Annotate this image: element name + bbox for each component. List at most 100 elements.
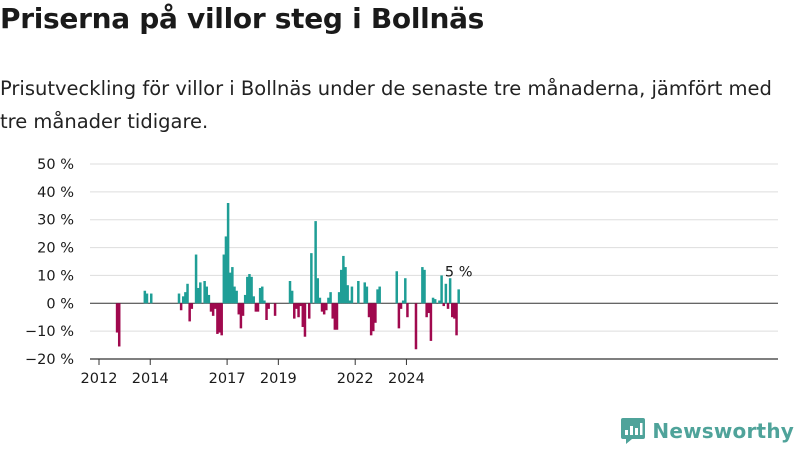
bar — [228, 272, 232, 304]
bar — [186, 283, 189, 304]
bar — [303, 303, 307, 337]
bar — [425, 303, 428, 318]
bar — [395, 271, 399, 304]
bar — [220, 303, 223, 336]
bar — [369, 303, 373, 336]
bar — [265, 303, 268, 320]
x-tick-label: 2022 — [337, 371, 374, 385]
bar — [318, 297, 322, 304]
bar — [350, 286, 354, 304]
bar — [365, 286, 369, 304]
bar — [414, 303, 418, 350]
bar — [267, 303, 270, 309]
bar — [258, 287, 262, 304]
bar — [248, 274, 251, 304]
bar — [216, 303, 219, 334]
bar — [194, 254, 198, 304]
bar — [177, 293, 181, 304]
y-tick-label: 30 % — [37, 213, 74, 229]
newsworthy-logo: Newsworthy — [620, 417, 794, 445]
bar — [235, 290, 238, 304]
bar — [316, 278, 320, 304]
bar — [378, 286, 381, 304]
bar — [372, 303, 375, 332]
bar — [190, 303, 194, 309]
bar — [224, 236, 228, 304]
y-tick-label: 40 % — [37, 185, 74, 201]
bar — [429, 303, 433, 341]
bar — [256, 303, 260, 312]
bar — [451, 303, 454, 318]
bar — [199, 282, 202, 304]
bar — [401, 300, 405, 304]
bar — [231, 267, 234, 304]
y-tick-label: 0 % — [46, 296, 74, 312]
bar — [320, 303, 324, 312]
annotations: 5 % — [445, 264, 473, 280]
bar — [344, 267, 347, 304]
bar — [329, 292, 332, 304]
bar — [376, 289, 379, 304]
x-tick-label: 2017 — [209, 371, 246, 385]
bar — [342, 255, 345, 304]
bar — [145, 293, 149, 304]
y-tick-label: −10 % — [25, 324, 74, 340]
bar — [322, 303, 326, 315]
bar — [421, 267, 424, 304]
bar — [457, 289, 460, 304]
bar — [453, 303, 456, 319]
bar-chart: 50 %40 %30 %20 %10 %0 %−10 %−20 % 2012 20… — [25, 157, 778, 385]
bar — [327, 297, 330, 304]
x-tick-label: 2024 — [388, 371, 425, 385]
y-tick-label: 50 % — [37, 157, 74, 173]
bar — [348, 300, 352, 304]
bar — [314, 221, 317, 304]
bar — [261, 286, 264, 304]
bar — [218, 303, 221, 333]
bar — [333, 303, 337, 330]
bar — [241, 303, 245, 316]
bar — [455, 303, 458, 336]
bar — [182, 296, 185, 304]
bar — [299, 303, 302, 307]
bar — [273, 303, 277, 316]
bar — [288, 281, 292, 304]
bar — [301, 303, 305, 327]
bar — [263, 300, 266, 304]
bar — [207, 294, 211, 304]
x-axis: 2012 2014 2017 2019 2022 2024 — [81, 358, 778, 385]
bar — [444, 283, 448, 304]
bar — [337, 292, 341, 304]
bar — [246, 276, 249, 304]
bar — [214, 303, 217, 309]
bar — [310, 253, 313, 304]
bar — [438, 300, 441, 304]
chart-title: Priserna på villor steg i Bollnäs — [0, 2, 485, 35]
bar — [222, 254, 226, 304]
bar — [406, 303, 409, 318]
bar — [297, 303, 300, 318]
bar — [254, 303, 258, 312]
bar — [399, 303, 403, 309]
y-tick-label: −20 % — [25, 352, 74, 368]
bar — [448, 278, 452, 304]
bar — [374, 303, 377, 323]
bar — [331, 303, 334, 319]
bar — [446, 303, 450, 309]
bar — [340, 269, 343, 304]
bar — [357, 281, 360, 304]
bar — [188, 303, 191, 322]
bar — [363, 282, 366, 304]
y-tick-label: 20 % — [37, 241, 74, 257]
bar — [203, 281, 206, 304]
bar — [205, 286, 208, 304]
bar — [233, 286, 236, 304]
bar — [184, 292, 187, 304]
newsworthy-logo-text: Newsworthy — [652, 419, 794, 443]
y-axis-labels: 50 % 40 % 30 % 20 % 10 % 0 % −10 % −20 % — [25, 157, 74, 368]
bar — [117, 303, 121, 347]
bar — [295, 303, 298, 309]
bar — [325, 303, 328, 311]
newsworthy-logo-icon — [621, 418, 646, 444]
bar — [290, 290, 294, 304]
